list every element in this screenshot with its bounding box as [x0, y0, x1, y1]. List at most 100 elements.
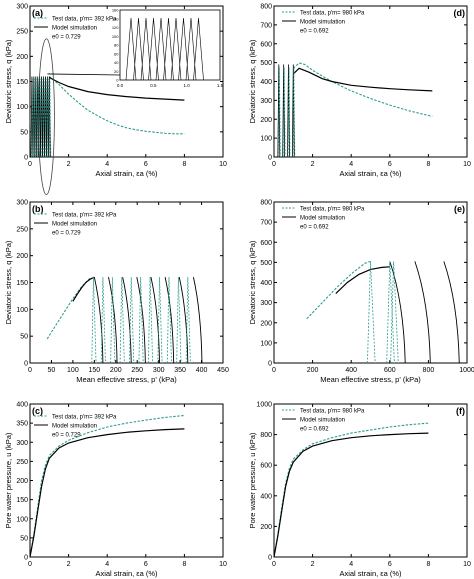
stress-path-model [389, 261, 406, 364]
inset-y-tick-label: 60 [114, 51, 119, 56]
y-tick-label: 250 [16, 459, 28, 466]
panel-label: (f) [456, 406, 465, 416]
cycle-loop-test [292, 67, 296, 158]
y-axis-label: Pore water pressure, u (kPa) [248, 432, 257, 528]
x-tick-label: 150 [88, 367, 100, 374]
x-tick-label: 10 [219, 161, 227, 168]
stress-path-test [110, 277, 116, 364]
legend-void-ratio: e0 = 0.729 [52, 231, 81, 237]
y-tick-label: 0 [268, 555, 272, 562]
x-axis-label: Mean effective stress, p' (kPa) [76, 375, 177, 384]
inset-loop [185, 17, 197, 81]
stress-path-test [147, 277, 154, 364]
y-axis-label: Deviatoric stress, q (kPa) [248, 240, 257, 324]
x-tick-label: 2 [67, 161, 71, 168]
series-test-data [48, 76, 185, 135]
stress-path-model [414, 261, 431, 364]
y-tick-label: 400 [16, 402, 28, 409]
y-tick-label: 0 [268, 155, 272, 162]
stress-path-test [386, 261, 395, 364]
inset-loop [170, 17, 182, 81]
x-tick-label: 6 [388, 561, 392, 568]
series-test-data [306, 260, 371, 320]
stress-path-model [192, 277, 203, 364]
inset-loop [178, 17, 189, 81]
cycle-loop-model [47, 76, 51, 158]
inset-loop [133, 17, 144, 81]
y-tick-label: 100 [16, 104, 28, 111]
legend-label-test: Test data, p'm= 980 kPa [300, 409, 365, 415]
y-tick-label: 1000 [256, 402, 272, 409]
x-tick-label: 200 [110, 367, 122, 374]
legend: Test data, p'm= 392 kPa Model simulation e… [34, 415, 117, 439]
x-tick-label: 10 [463, 161, 471, 168]
y-tick-label: 300 [16, 4, 28, 11]
legend-label-model: Model simulation [300, 216, 345, 222]
legend-label-model: Model simulation [52, 26, 97, 32]
chart-panel-3: 0 50 100 150 200 250 300 350 400 450 0 50 100 150 200 2… [4, 200, 229, 385]
x-tick-label: 4 [105, 561, 109, 568]
x-tick-label: 2 [67, 561, 71, 568]
y-tick-label: 600 [260, 463, 272, 470]
stress-path-test [129, 277, 135, 364]
y-tick-label: 800 [260, 4, 272, 11]
stress-path-test [91, 277, 97, 364]
inset-x-tick-label: 1.0 [184, 83, 191, 88]
stress-path-test [185, 277, 191, 364]
y-tick-label: 0 [24, 155, 28, 162]
legend-label-test: Test data, p'm= 392 kPa [52, 17, 117, 23]
y-tick-label: 600 [260, 240, 272, 247]
inset-loop [148, 17, 159, 81]
y-tick-label: 150 [16, 280, 28, 287]
inset-y-tick-label: 80 [114, 43, 119, 48]
series-test-data [29, 414, 185, 558]
x-tick-label: 8 [182, 561, 186, 568]
y-tick-label: 100 [16, 307, 28, 314]
y-tick-label: 800 [260, 432, 272, 439]
legend: Test data, p'm= 980 kPa Model simulation e… [282, 207, 365, 231]
legend-label-model: Model simulation [52, 424, 97, 430]
legend-void-ratio: e0 = 0.692 [300, 225, 329, 231]
cycle-loop-model [44, 76, 47, 158]
legend: Test data, p'm= 392 kPa Model simulation e… [34, 213, 117, 237]
x-tick-label: 4 [349, 161, 353, 168]
x-tick-label: 800 [423, 367, 435, 374]
x-tick-label: 400 [196, 367, 208, 374]
y-tick-label: 250 [16, 29, 28, 36]
inset-loop [163, 17, 174, 81]
x-tick-label: 0 [272, 561, 276, 568]
stress-path-test [157, 277, 163, 364]
cycle-loop-test [278, 67, 281, 158]
x-tick-label: 0 [272, 367, 276, 374]
stress-path-test [390, 261, 399, 364]
x-tick-label: 6 [144, 561, 148, 568]
y-tick-label: 300 [16, 440, 28, 447]
stress-path-model [443, 261, 460, 364]
y-axis-label: Deviatoric stress, q (kPa) [4, 240, 13, 324]
stress-path-model [164, 277, 175, 364]
legend-void-ratio: e0 = 0.729 [52, 433, 81, 439]
stress-path-test [119, 277, 125, 364]
cycle-loop-test [287, 67, 291, 158]
y-tick-label: 0 [24, 361, 28, 368]
x-tick-label: 200 [307, 367, 319, 374]
stress-path-test [138, 277, 144, 364]
cycle-loop-model [291, 64, 295, 158]
y-tick-label: 400 [260, 493, 272, 500]
x-tick-label: 350 [174, 367, 186, 374]
zoom-arrow [47, 73, 121, 76]
x-tick-label: 50 [48, 367, 56, 374]
legend-label-model: Model simulation [300, 20, 345, 26]
x-tick-label: 0 [28, 161, 32, 168]
x-tick-label: 4 [105, 161, 109, 168]
y-tick-label: 100 [16, 516, 28, 523]
y-tick-label: 250 [16, 226, 28, 233]
legend-label-test: Test data, p'm= 392 kPa [52, 213, 117, 219]
y-tick-label: 150 [16, 497, 28, 504]
inset-y-tick-label: 120 [112, 25, 119, 30]
y-tick-label: 100 [260, 340, 272, 347]
y-tick-label: 400 [260, 79, 272, 86]
